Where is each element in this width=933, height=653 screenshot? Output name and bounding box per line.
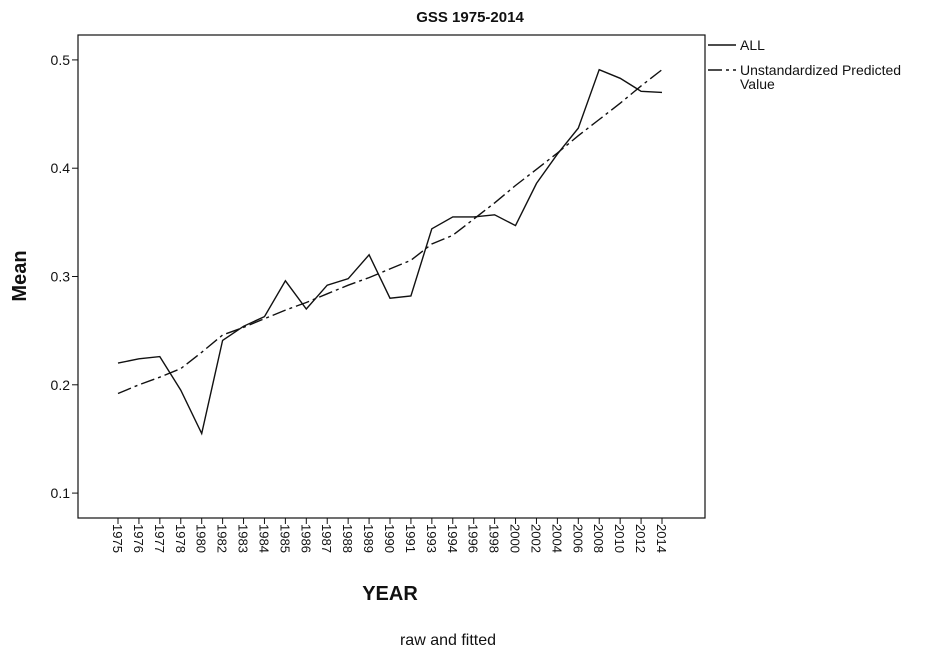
- x-tick-label: 2006: [570, 524, 585, 553]
- series-line: [117, 68, 663, 436]
- x-tick-label: 1985: [277, 524, 292, 553]
- chart-title: GSS 1975-2014: [416, 9, 524, 26]
- x-tick-label: 1990: [382, 524, 397, 553]
- x-tick-label: 1989: [361, 524, 376, 553]
- x-tick-label: 2010: [612, 524, 627, 553]
- x-tick-label: 1975: [110, 524, 125, 553]
- plot-frame: [77, 34, 706, 519]
- x-tick-label: 1976: [131, 524, 146, 553]
- x-tick-label: 1978: [173, 524, 188, 553]
- y-tick-label: 0.4: [51, 160, 71, 176]
- legend-label: Unstandardized Predicted Value: [740, 62, 902, 92]
- x-tick-label: 1994: [445, 524, 460, 553]
- caption: raw and fitted: [400, 632, 496, 649]
- x-tick-label: 1991: [403, 524, 418, 553]
- y-tick-label: 0.5: [51, 52, 71, 68]
- series-line: [117, 69, 663, 395]
- x-tick-label: 1982: [215, 524, 230, 553]
- x-tick-label: 1988: [340, 524, 355, 553]
- x-tick-label: 2014: [654, 524, 669, 553]
- x-tick-label: 2000: [508, 524, 523, 553]
- x-tick-label: 1983: [236, 524, 251, 553]
- x-tick-label: 1998: [487, 524, 502, 553]
- x-tick-label: 2004: [549, 524, 564, 553]
- x-tick-label: 1987: [319, 524, 334, 553]
- y-tick-label: 0.3: [51, 269, 71, 285]
- y-tick-label: 0.1: [51, 485, 71, 501]
- x-tick-label: 2012: [633, 524, 648, 553]
- x-tick-label: 2008: [591, 524, 606, 553]
- x-tick-label: 1984: [256, 524, 271, 553]
- x-tick-label: 2002: [528, 524, 543, 553]
- x-axis-label: YEAR: [362, 583, 418, 605]
- y-axis-label: Mean: [9, 250, 31, 301]
- x-tick-label: 1986: [298, 524, 313, 553]
- x-tick-label: 1980: [194, 524, 209, 553]
- x-tick-label: 1993: [424, 524, 439, 553]
- legend-label: ALL: [740, 37, 765, 53]
- x-tick-label: 1977: [152, 524, 167, 553]
- y-tick-label: 0.2: [51, 377, 71, 393]
- x-tick-label: 1996: [466, 524, 481, 553]
